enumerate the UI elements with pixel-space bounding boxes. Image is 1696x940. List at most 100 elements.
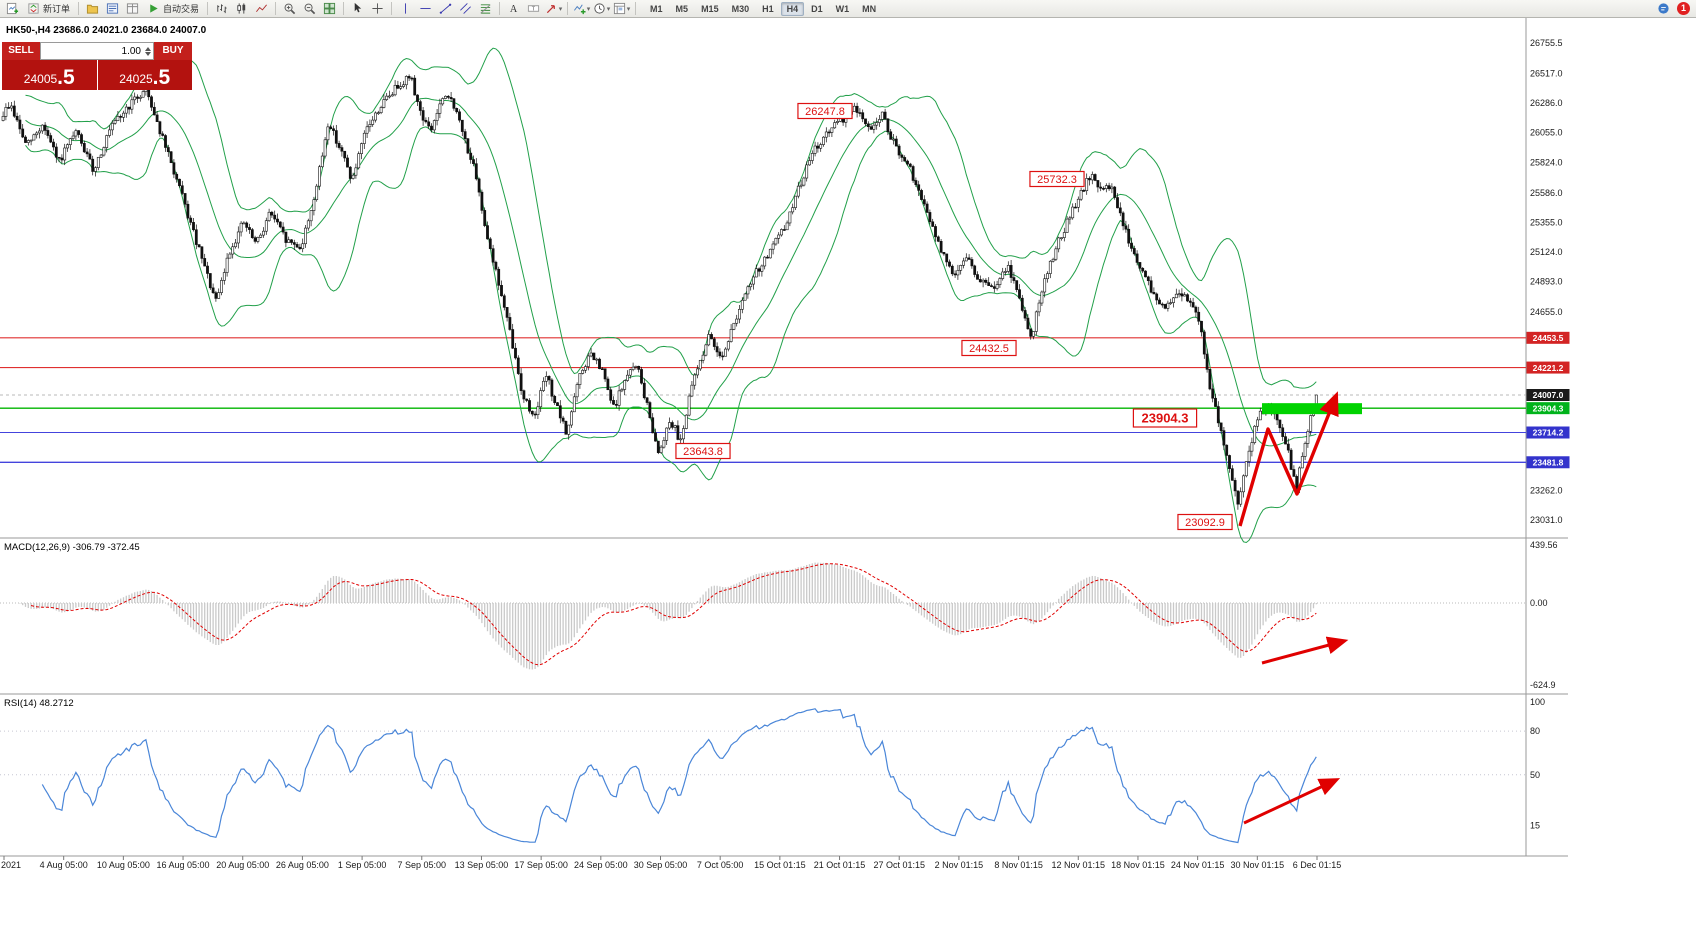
trend-arrow[interactable] — [1243, 778, 1341, 825]
volume-up-icon[interactable] — [145, 46, 151, 51]
price-callout-box[interactable] — [675, 442, 731, 460]
trend-arrow[interactable] — [1238, 391, 1339, 527]
one-click-trading-panel: SELL BUY 24005.5 24025.5 — [2, 42, 192, 90]
line-chart-icon[interactable] — [252, 1, 271, 17]
svg-text:24007.0: 24007.0 — [1533, 390, 1564, 400]
svg-text:23262.0: 23262.0 — [1530, 485, 1563, 495]
volume-field — [40, 42, 154, 60]
crosshair-icon[interactable] — [368, 1, 387, 17]
price-callouts[interactable]: 26247.8 25732.3 24432.5 23904.3 23643.8 23092… — [675, 102, 1233, 531]
candlestick-chart-icon[interactable] — [232, 1, 251, 17]
svg-text:15: 15 — [1530, 821, 1540, 831]
price-badge — [1526, 331, 1570, 344]
toolbar-separator — [499, 2, 501, 15]
svg-text:2 Nov 01:15: 2 Nov 01:15 — [935, 860, 984, 870]
buy-price[interactable]: 24025.5 — [97, 60, 192, 90]
svg-text:100: 100 — [1530, 697, 1545, 707]
chart-canvas[interactable]: 26755.5 26517.0 26286.0 26055.0 25824.0 25586… — [0, 18, 1696, 940]
auto-trading-button[interactable]: 自动交易 — [143, 1, 203, 17]
vertical-line-icon[interactable] — [396, 1, 415, 17]
svg-text:4 Aug 05:00: 4 Aug 05:00 — [40, 860, 88, 870]
volume-stepper[interactable] — [145, 46, 151, 56]
buy-button[interactable]: BUY — [154, 42, 192, 60]
horizontal-level-lines[interactable] — [0, 337, 1526, 463]
toolbar-separator — [343, 2, 345, 15]
svg-text:15 Oct 01:15: 15 Oct 01:15 — [754, 860, 806, 870]
horizontal-line-icon[interactable] — [416, 1, 435, 17]
svg-text:50: 50 — [1530, 770, 1540, 780]
svg-text:26 Aug 05:00: 26 Aug 05:00 — [276, 860, 329, 870]
zoom-in-icon[interactable] — [280, 1, 299, 17]
new-chart-icon[interactable] — [3, 1, 22, 17]
svg-text:-624.9: -624.9 — [1530, 680, 1556, 690]
sell-price[interactable]: 24005.5 — [2, 60, 97, 90]
toolbar-separator — [391, 2, 393, 15]
rsi-header: RSI(14) 48.2712 — [4, 698, 74, 709]
price-callout-box[interactable] — [1029, 170, 1085, 188]
arrows-tool-icon[interactable]: ▾ — [544, 1, 563, 17]
svg-text:80: 80 — [1530, 726, 1540, 736]
trendline-icon[interactable] — [436, 1, 455, 17]
timeframe-d1[interactable]: D1 — [811, 3, 823, 14]
toolbar-right-group: 1 — [1654, 1, 1693, 17]
svg-text:30 Sep 05:00: 30 Sep 05:00 — [634, 860, 688, 870]
new-order-button[interactable]: 新订单 — [23, 1, 74, 17]
svg-text:7 Oct 05:00: 7 Oct 05:00 — [697, 860, 744, 870]
text-tool-icon[interactable]: A — [504, 1, 523, 17]
tile-windows-icon[interactable] — [320, 1, 339, 17]
svg-text:23092.9: 23092.9 — [1185, 517, 1225, 529]
sell-button[interactable]: SELL — [2, 42, 40, 60]
svg-text:1 Sep 05:00: 1 Sep 05:00 — [338, 860, 387, 870]
market-watch-icon[interactable] — [103, 1, 122, 17]
fibonacci-icon[interactable] — [476, 1, 495, 17]
price-badge — [1526, 426, 1570, 439]
templates-icon[interactable]: ▾ — [612, 1, 631, 17]
cursor-icon[interactable] — [348, 1, 367, 17]
timeframe-h1[interactable]: H1 — [762, 3, 774, 14]
profiles-icon[interactable] — [83, 1, 102, 17]
bar-chart-icon[interactable] — [212, 1, 231, 17]
svg-text:26755.5: 26755.5 — [1530, 38, 1563, 48]
buy-price-main: 24025 — [119, 72, 153, 86]
channel-icon[interactable] — [456, 1, 475, 17]
svg-text:A: A — [510, 4, 518, 15]
periods-icon[interactable]: ▾ — [592, 1, 611, 17]
timeframe-h4[interactable]: H4 — [780, 1, 805, 16]
svg-text:24 Nov 01:15: 24 Nov 01:15 — [1171, 860, 1225, 870]
svg-text:0.00: 0.00 — [1530, 598, 1548, 608]
price-callout-box[interactable] — [1132, 408, 1198, 428]
timeframe-m1[interactable]: M1 — [650, 3, 663, 14]
svg-text:Jul 2021: Jul 2021 — [0, 860, 21, 870]
timeframe-m30[interactable]: M30 — [731, 3, 750, 14]
price-callout-box[interactable] — [1177, 513, 1233, 531]
timeframe-m5[interactable]: M5 — [675, 3, 689, 14]
trend-arrow[interactable] — [1261, 636, 1349, 665]
price-callout-box[interactable] — [961, 339, 1017, 357]
text-label-icon[interactable]: T — [524, 1, 543, 17]
timeframe-mn[interactable]: MN — [862, 3, 877, 14]
indicators-icon[interactable]: ▾ — [572, 1, 591, 17]
auto-trading-label: 自动交易 — [163, 4, 200, 14]
price-badge — [1526, 361, 1570, 374]
community-icon[interactable] — [1654, 1, 1673, 17]
trend-arrows[interactable] — [1238, 391, 1349, 825]
data-window-icon[interactable] — [123, 1, 142, 17]
toolbar: 新订单 自动交易 A T ▾ ▾ ▾ ▾ M1 M — [0, 0, 1696, 18]
price-callout-box[interactable] — [797, 102, 853, 120]
svg-text:25355.0: 25355.0 — [1530, 217, 1563, 227]
svg-text:10 Aug 05:00: 10 Aug 05:00 — [97, 860, 150, 870]
price-badge — [1526, 402, 1570, 415]
volume-input[interactable] — [41, 43, 143, 59]
timeframe-m15[interactable]: M15 — [701, 3, 719, 14]
svg-text:24 Sep 05:00: 24 Sep 05:00 — [574, 860, 628, 870]
support-highlight[interactable] — [1262, 403, 1362, 415]
svg-text:24893.0: 24893.0 — [1530, 277, 1563, 287]
svg-text:12 Nov 01:15: 12 Nov 01:15 — [1051, 860, 1105, 870]
timeframe-w1[interactable]: W1 — [835, 3, 850, 14]
volume-down-icon[interactable] — [145, 51, 151, 56]
notification-badge[interactable]: 1 — [1677, 2, 1690, 15]
buy-price-frac: .5 — [152, 66, 171, 89]
zoom-out-icon[interactable] — [300, 1, 319, 17]
svg-text:17 Sep 05:00: 17 Sep 05:00 — [514, 860, 568, 870]
